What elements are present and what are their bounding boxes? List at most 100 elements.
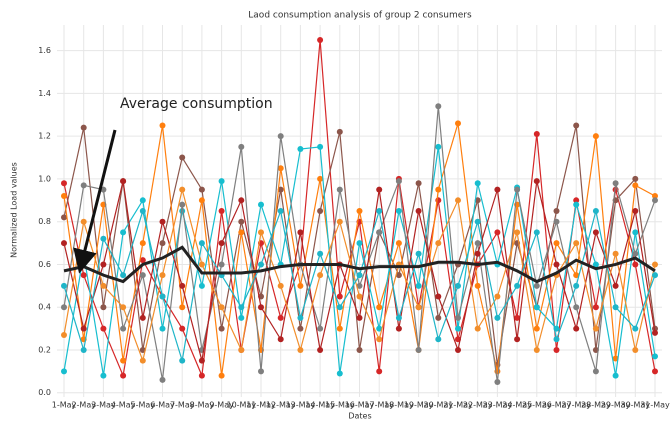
- data-point: [100, 304, 107, 311]
- data-point: [218, 372, 225, 379]
- data-point: [61, 214, 67, 221]
- data-point: [356, 314, 363, 321]
- data-point: [395, 325, 402, 332]
- data-point: [632, 182, 639, 189]
- data-point: [139, 357, 146, 364]
- data-point: [179, 154, 186, 161]
- data-point: [139, 240, 146, 247]
- data-point: [317, 272, 324, 279]
- data-point: [553, 240, 560, 247]
- x-tick-label: 9-May: [209, 401, 234, 410]
- data-point: [139, 272, 146, 279]
- data-point: [632, 175, 639, 182]
- data-point: [612, 372, 619, 379]
- data-point: [652, 193, 658, 200]
- data-point: [592, 229, 599, 236]
- data-point: [652, 197, 658, 204]
- data-point: [139, 197, 146, 204]
- y-tick-label: 1.2: [38, 132, 51, 141]
- data-point: [198, 186, 205, 193]
- data-point: [356, 240, 363, 247]
- data-point: [277, 336, 284, 343]
- data-point: [198, 240, 205, 247]
- data-point: [218, 178, 225, 185]
- data-point: [100, 282, 107, 289]
- data-point: [514, 314, 521, 321]
- data-point: [317, 143, 324, 150]
- data-point: [376, 229, 383, 236]
- data-point: [238, 304, 245, 311]
- data-point: [238, 143, 245, 150]
- x-tick-label: 10-May: [226, 401, 256, 410]
- data-point: [198, 282, 205, 289]
- data-point: [336, 325, 343, 332]
- data-point: [494, 379, 501, 386]
- data-point: [139, 314, 146, 321]
- data-point: [80, 124, 87, 131]
- data-point: [336, 218, 343, 225]
- annotation: Average consumption: [120, 96, 273, 112]
- data-point: [80, 325, 87, 332]
- data-point: [159, 376, 166, 383]
- y-axis-label: Normalized Load values: [10, 162, 19, 258]
- x-tick-label: 3-May: [91, 401, 116, 410]
- data-point: [376, 208, 383, 214]
- data-point: [80, 218, 87, 225]
- data-point: [218, 240, 225, 247]
- data-point: [573, 282, 580, 289]
- data-point: [179, 304, 186, 311]
- data-point: [159, 293, 166, 300]
- data-point: [120, 325, 127, 332]
- data-point: [553, 346, 560, 353]
- data-point: [238, 197, 245, 204]
- data-point: [415, 282, 422, 289]
- data-point: [120, 229, 127, 236]
- data-point: [159, 240, 166, 247]
- data-point: [494, 229, 501, 236]
- data-point: [179, 282, 186, 289]
- data-point: [297, 146, 304, 152]
- data-point: [474, 325, 481, 332]
- data-point: [238, 314, 245, 321]
- data-point: [455, 120, 461, 127]
- data-point: [573, 240, 580, 247]
- x-tick-label: 2-May: [71, 401, 96, 410]
- data-point: [474, 250, 481, 257]
- data-point: [533, 325, 540, 332]
- data-point: [455, 346, 461, 353]
- data-point: [553, 261, 560, 268]
- data-point: [258, 304, 264, 311]
- data-point: [533, 131, 540, 138]
- data-point: [100, 261, 107, 268]
- data-point: [179, 186, 186, 193]
- data-point: [652, 261, 658, 268]
- data-point: [592, 325, 599, 332]
- data-point: [258, 229, 264, 236]
- data-point: [652, 353, 658, 360]
- data-point: [533, 304, 540, 311]
- x-tick-label: 26-May: [542, 401, 572, 410]
- x-tick-label: 23-May: [483, 401, 513, 410]
- x-axis-label: Dates: [348, 412, 371, 421]
- x-tick-label: 19-May: [404, 401, 434, 410]
- data-point: [553, 336, 560, 343]
- data-point: [356, 272, 363, 279]
- data-point: [317, 325, 324, 332]
- data-point: [612, 282, 619, 289]
- data-point: [415, 208, 422, 214]
- data-point: [435, 314, 442, 321]
- data-point: [455, 314, 461, 321]
- data-point: [592, 261, 599, 268]
- data-point: [494, 186, 501, 193]
- data-point: [159, 325, 166, 332]
- data-point: [159, 218, 166, 225]
- x-tick-label: 29-May: [601, 401, 631, 410]
- data-point: [395, 314, 402, 321]
- data-point: [376, 368, 383, 375]
- data-point: [277, 282, 284, 289]
- data-point: [61, 180, 67, 187]
- data-point: [179, 357, 186, 364]
- data-point: [317, 208, 324, 214]
